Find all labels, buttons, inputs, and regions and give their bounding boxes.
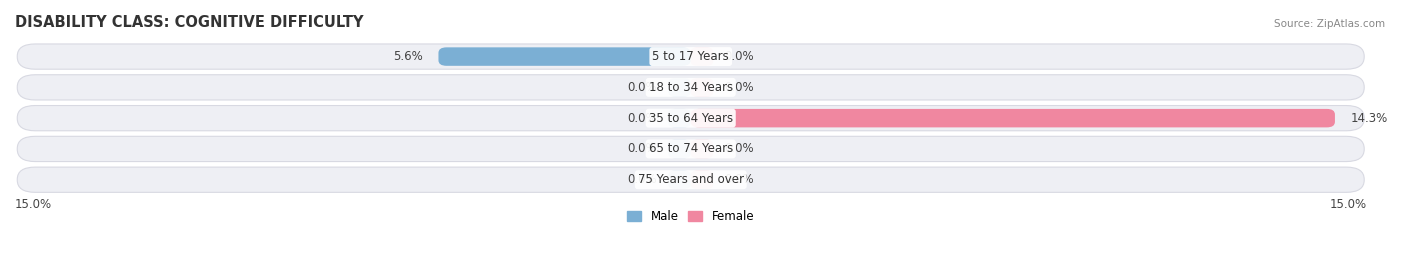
FancyBboxPatch shape	[17, 167, 1364, 192]
FancyBboxPatch shape	[17, 105, 1364, 131]
Text: 14.3%: 14.3%	[1351, 112, 1388, 125]
FancyBboxPatch shape	[690, 171, 713, 189]
Text: 5.6%: 5.6%	[392, 50, 423, 63]
Text: 15.0%: 15.0%	[1329, 198, 1367, 211]
Text: 0.0%: 0.0%	[724, 50, 754, 63]
FancyBboxPatch shape	[439, 47, 690, 66]
FancyBboxPatch shape	[690, 78, 713, 97]
Text: 0.0%: 0.0%	[627, 143, 657, 155]
FancyBboxPatch shape	[668, 171, 690, 189]
FancyBboxPatch shape	[690, 47, 713, 66]
Text: 65 to 74 Years: 65 to 74 Years	[648, 143, 733, 155]
Text: DISABILITY CLASS: COGNITIVE DIFFICULTY: DISABILITY CLASS: COGNITIVE DIFFICULTY	[15, 15, 364, 30]
FancyBboxPatch shape	[17, 75, 1364, 100]
FancyBboxPatch shape	[668, 140, 690, 158]
Text: 0.0%: 0.0%	[724, 173, 754, 186]
Text: 0.0%: 0.0%	[627, 112, 657, 125]
Text: 0.0%: 0.0%	[724, 81, 754, 94]
FancyBboxPatch shape	[17, 44, 1364, 69]
FancyBboxPatch shape	[690, 140, 713, 158]
Text: 15.0%: 15.0%	[15, 198, 52, 211]
FancyBboxPatch shape	[668, 78, 690, 97]
FancyBboxPatch shape	[17, 136, 1364, 162]
Text: 35 to 64 Years: 35 to 64 Years	[648, 112, 733, 125]
Text: Source: ZipAtlas.com: Source: ZipAtlas.com	[1274, 19, 1385, 29]
Legend: Male, Female: Male, Female	[623, 205, 759, 228]
FancyBboxPatch shape	[690, 109, 1334, 128]
FancyBboxPatch shape	[668, 109, 690, 128]
Text: 5 to 17 Years: 5 to 17 Years	[652, 50, 730, 63]
Text: 0.0%: 0.0%	[627, 173, 657, 186]
Text: 0.0%: 0.0%	[627, 81, 657, 94]
Text: 18 to 34 Years: 18 to 34 Years	[648, 81, 733, 94]
Text: 75 Years and over: 75 Years and over	[638, 173, 744, 186]
Text: 0.0%: 0.0%	[724, 143, 754, 155]
